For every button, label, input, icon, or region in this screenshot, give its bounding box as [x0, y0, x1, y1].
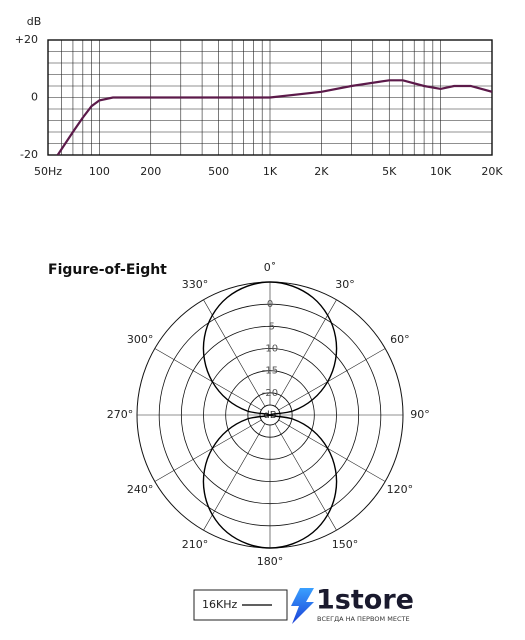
- radial-spoke: [274, 423, 337, 531]
- polar-pattern: [202, 281, 338, 549]
- radial-spoke: [203, 423, 266, 531]
- radial-spoke: [154, 348, 262, 411]
- angle-label: 0˚: [264, 261, 277, 274]
- x-tick-label: 2K: [314, 165, 329, 178]
- radial-spoke: [278, 348, 386, 411]
- r-tick-label: -20: [262, 388, 278, 399]
- y-tick-label: 0: [31, 91, 38, 104]
- y-tick-label: +20: [15, 33, 38, 46]
- x-tick-label: 200: [140, 165, 161, 178]
- r-tick-label: 0: [267, 299, 273, 310]
- r-tick-label: -15: [262, 366, 278, 377]
- angle-label: 330°: [182, 278, 209, 291]
- r-grid-circle: [180, 325, 360, 505]
- r-grid-circle: [203, 348, 337, 482]
- radial-spoke: [203, 299, 266, 407]
- y-axis-label: dB: [27, 15, 42, 28]
- r-grid-circle: [158, 303, 382, 527]
- x-tick-label: 100: [89, 165, 110, 178]
- angle-label: 180°: [257, 555, 284, 568]
- legend-label: 16KHz: [202, 598, 237, 611]
- angle-label: 300°: [127, 333, 154, 346]
- response-curve: [56, 79, 492, 155]
- logo-tagline: ВСЕГДА НА ПЕРВОМ МЕСТЕ: [317, 615, 410, 623]
- r-grid-circle: [225, 370, 315, 460]
- x-tick-label: 10K: [430, 165, 452, 178]
- x-tick-label: 5K: [382, 165, 397, 178]
- angle-label: 30°: [335, 278, 355, 291]
- radial-spoke: [154, 419, 262, 482]
- y-tick-label: -20: [20, 148, 38, 161]
- x-tick-label: 20K: [481, 165, 503, 178]
- angle-label: 120°: [387, 483, 414, 496]
- legend-box: [193, 589, 288, 621]
- plot-frame: [47, 39, 493, 156]
- x-tick-label: 500: [208, 165, 229, 178]
- angle-label: 150°: [332, 538, 359, 551]
- angle-label: 270°: [107, 408, 134, 421]
- x-tick-label: 50Hz: [34, 165, 62, 178]
- r-grid-circle: [247, 392, 293, 438]
- angle-label: 240°: [127, 483, 154, 496]
- radial-spoke: [278, 419, 386, 482]
- logo-icon: [291, 588, 314, 624]
- angle-label: 60°: [390, 333, 410, 346]
- x-tick-label: 1K: [263, 165, 278, 178]
- chart-title: Figure-of-Eight: [48, 262, 167, 278]
- logo-name: 1store: [316, 585, 414, 616]
- angle-label: 90°: [410, 408, 430, 421]
- r-tick-label: -10: [262, 344, 278, 355]
- radial-spoke: [274, 299, 337, 407]
- r-tick-label: -5: [265, 321, 275, 332]
- angle-label: 210°: [182, 538, 209, 551]
